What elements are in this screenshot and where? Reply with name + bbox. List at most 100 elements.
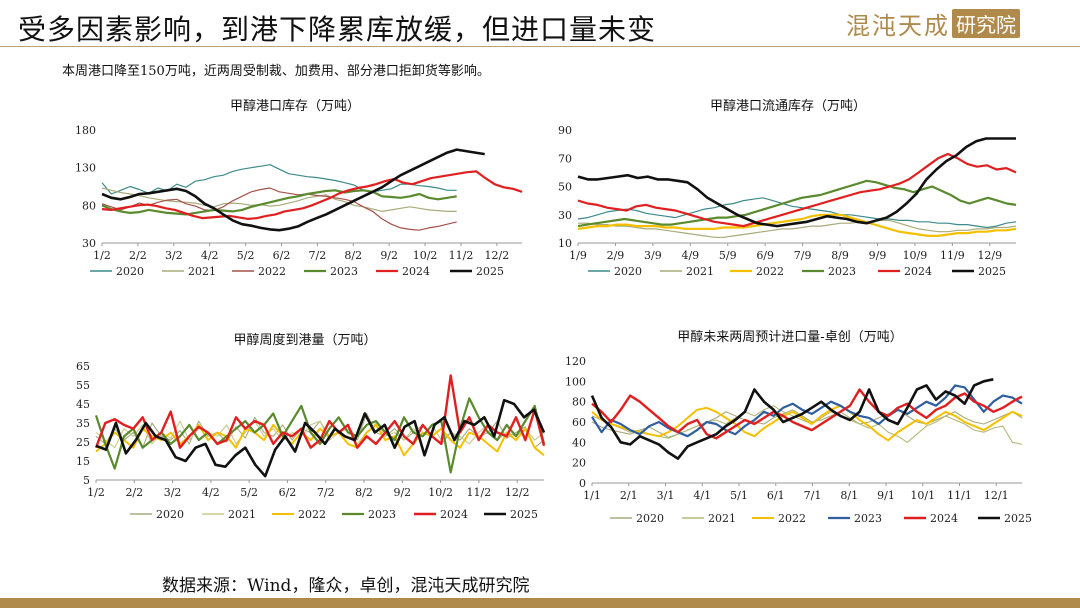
legend-label-2024: 2024 [904,265,932,278]
series-line-2022 [95,423,545,457]
series-line-2020 [577,197,1017,229]
x-tick-label: 2/9 [607,249,625,262]
legend-label-2022: 2022 [298,508,326,521]
x-tick-label: 4/2 [201,249,219,262]
legend-label-2021: 2021 [686,265,714,278]
x-tick-label: 9/2 [393,486,411,499]
x-tick-label: 7/1 [804,489,822,502]
y-tick-label: 20 [572,457,586,470]
x-tick-label: 5/9 [719,249,737,262]
x-tick-label: 11/2 [449,249,474,262]
series-line-2024 [591,388,1023,440]
x-tick-label: 2/2 [129,249,147,262]
series-line-2025 [577,137,1016,228]
x-tick-label: 1/9 [569,249,587,262]
legend-label-2021: 2021 [708,512,736,525]
x-tick-label: 11/1 [947,489,972,502]
y-tick-label: 130 [75,162,96,175]
x-tick-label: 2/1 [620,489,638,502]
legend-label-2023: 2023 [368,508,396,521]
chart-title: 甲醇港口流通库存（万吨） [710,98,866,114]
x-tick-label: 5/2 [240,486,258,499]
x-tick-label: 11/2 [467,486,492,499]
x-tick-label: 9/2 [380,249,398,262]
logo-badge: 研究院 [952,8,1020,38]
y-tick-label: 30 [558,209,572,222]
x-tick-label: 10/2 [428,486,453,499]
footer-bar [0,598,1080,608]
x-tick-label: 3/1 [657,489,675,502]
y-tick-label: 60 [572,416,586,429]
x-tick-label: 6/1 [767,489,785,502]
x-tick-label: 3/9 [644,249,662,262]
y-tick-label: 45 [76,398,90,411]
x-tick-label: 12/9 [977,249,1002,262]
y-tick-label: 15 [76,455,90,468]
series-line-2023 [577,179,1017,228]
legend-label-2024: 2024 [402,265,430,278]
series-line-2024 [577,152,1017,228]
series-line-2022 [101,187,457,231]
x-tick-label: 7/2 [317,486,335,499]
legend-label-2022: 2022 [778,512,806,525]
x-tick-label: 12/2 [485,249,510,262]
x-tick-label: 1/2 [87,486,105,499]
legend-label-2020: 2020 [116,265,144,278]
legend-label-2025: 2025 [510,508,538,521]
y-tick-label: 80 [572,396,586,409]
y-tick-label: 65 [76,360,90,373]
legend-label-2025: 2025 [476,265,504,278]
x-tick-label: 8/9 [831,249,849,262]
legend-label-2022: 2022 [258,265,286,278]
legend-label-2023: 2023 [854,512,882,525]
series-line-2021 [101,187,457,213]
legend-label-2023: 2023 [828,265,856,278]
chart-port-inventory: 甲醇港口库存（万吨） 30 80 130 180 1/2 2/2 3/2 4/2 5/2 6/2 7/… [75,98,523,278]
y-tick-label: 70 [558,152,572,165]
y-tick-label: 90 [558,124,572,137]
x-tick-label: 8/1 [840,489,858,502]
x-tick-label: 6/9 [756,249,774,262]
y-tick-label: 55 [76,379,90,392]
x-tick-label: 4/1 [693,489,711,502]
series-line-2023 [94,397,546,474]
y-tick-label: 25 [76,436,90,449]
x-tick-label: 9/1 [877,489,895,502]
x-tick-label: 10/9 [903,249,928,262]
data-source-note: 数据来源：Wind，隆众，卓创，混沌天成研究院 [162,576,530,596]
y-tick-label: 30 [82,237,96,250]
y-tick-label: 80 [82,199,96,212]
x-tick-label: 1/1 [583,489,601,502]
y-tick-label: 100 [565,375,586,388]
legend-label-2021: 2021 [228,508,256,521]
logo-text: 混沌天成 [846,11,950,40]
x-tick-label: 8/2 [355,486,373,499]
x-tick-label: 4/9 [681,249,699,262]
x-tick-label: 1/2 [93,249,111,262]
chart-port-circulation: 甲醇港口流通库存（万吨） 10 30 50 70 90 1/9 2/9 3/9 4/9 5/9 6/9… [558,98,1017,278]
legend-label-2024: 2024 [440,508,468,521]
y-tick-label: 35 [76,417,90,430]
series-line-2024 [101,170,523,221]
chart-two-week-imports: 甲醇未来两周预计进口量-卓创（万吨） 0 20 40 60 80 100 120 1/1 2/1 3… [565,329,1032,525]
legend-label-2024: 2024 [930,512,958,525]
x-tick-label: 7/2 [309,249,327,262]
brand-logo: 混沌天成 研究院 [846,6,1056,40]
x-tick-label: 6/2 [273,249,291,262]
chart-title: 甲醇未来两周预计进口量-卓创（万吨） [677,329,902,345]
x-tick-label: 9/9 [869,249,887,262]
x-tick-label: 2/2 [125,486,143,499]
x-tick-label: 12/2 [505,486,530,499]
y-tick-label: 40 [572,436,586,449]
x-tick-label: 12/1 [984,489,1009,502]
x-tick-label: 7/9 [794,249,812,262]
x-tick-label: 11/9 [940,249,965,262]
series-line-2021 [95,420,545,449]
series-line-2022 [577,213,1017,237]
x-tick-label: 8/2 [344,249,362,262]
series-line-2025 [95,398,546,478]
y-tick-label: 120 [565,355,586,368]
y-tick-label: 180 [75,124,96,137]
x-tick-label: 10/1 [910,489,935,502]
x-tick-label: 5/2 [237,249,255,262]
